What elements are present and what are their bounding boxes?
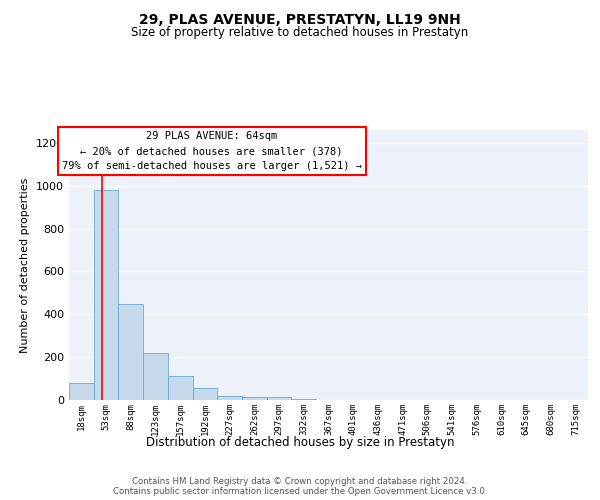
Text: Distribution of detached houses by size in Prestatyn: Distribution of detached houses by size …: [146, 436, 454, 449]
Bar: [94, 190, 118, 400]
Y-axis label: Number of detached properties: Number of detached properties: [20, 178, 31, 352]
Text: Size of property relative to detached houses in Prestatyn: Size of property relative to detached ho…: [131, 26, 469, 39]
Bar: [69, 383, 94, 400]
Text: Contains HM Land Registry data © Crown copyright and database right 2024.: Contains HM Land Registry data © Crown c…: [132, 476, 468, 486]
Bar: [143, 353, 168, 400]
Text: 29 PLAS AVENUE: 64sqm
← 20% of detached houses are smaller (378)
79% of semi-det: 29 PLAS AVENUE: 64sqm ← 20% of detached …: [62, 132, 362, 171]
Text: Contains public sector information licensed under the Open Government Licence v3: Contains public sector information licen…: [113, 486, 487, 496]
Bar: [118, 304, 143, 400]
Text: 29, PLAS AVENUE, PRESTATYN, LL19 9NH: 29, PLAS AVENUE, PRESTATYN, LL19 9NH: [139, 12, 461, 26]
Bar: [292, 399, 316, 400]
Bar: [168, 376, 193, 400]
Bar: [193, 388, 217, 400]
Bar: [217, 396, 242, 400]
Bar: [267, 397, 292, 400]
Bar: [242, 397, 267, 400]
